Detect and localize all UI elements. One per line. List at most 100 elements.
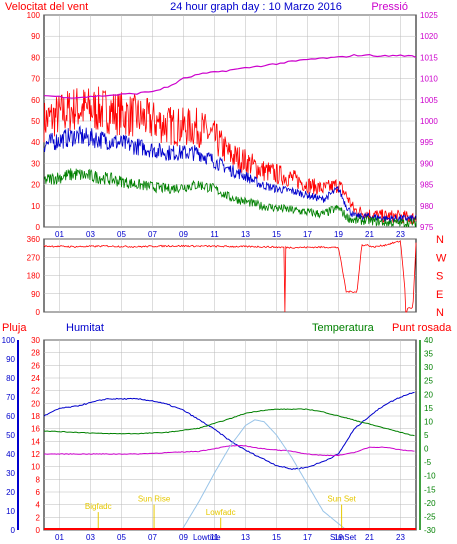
humidity-label: Humitat [66, 322, 104, 334]
pressure-y-tick: 1005 [420, 96, 438, 105]
humidity-y-tick: 20 [6, 488, 15, 497]
temperature-y-tick: 10 [424, 417, 433, 426]
pressure-y-tick: 1010 [420, 75, 438, 84]
annotation-label: Lowfadc [206, 508, 236, 517]
lowtide-label: Lowtide [193, 533, 221, 542]
humidity-x-tick: 21 [365, 533, 374, 542]
compass-label: E [436, 289, 443, 301]
pressure-y-tick: 990 [420, 159, 434, 168]
temperature-y-tick: -20 [424, 499, 436, 508]
annotation-label: Bigfadc [85, 502, 112, 511]
wind-y-tick: 100 [27, 11, 41, 20]
wind-series-magenta [43, 53, 417, 99]
wind-x-tick: 21 [365, 230, 374, 239]
series-lightblue [181, 419, 346, 531]
wind-x-tick: 15 [272, 230, 281, 239]
rain-y-tick: 8 [36, 475, 41, 484]
rain-label: Pluja [2, 322, 27, 334]
annotation-label: Sun Set [327, 495, 356, 504]
compass-label: S [436, 271, 443, 283]
humidity-y-tick: 0 [11, 526, 16, 535]
wind-x-tick: 03 [86, 230, 95, 239]
humidity-y-tick: 90 [6, 355, 15, 364]
temperature-y-tick: 40 [424, 336, 433, 345]
wind-y-tick: 80 [31, 53, 40, 62]
wind-x-tick: 13 [241, 230, 250, 239]
pressure-y-tick: 1025 [420, 11, 438, 20]
wind-direction-grid [44, 238, 416, 313]
wind-y-tick: 60 [31, 96, 40, 105]
wind-series-red [43, 86, 417, 224]
wind-x-tick: 09 [179, 230, 188, 239]
wind-x-tick: 19 [334, 230, 343, 239]
temperature-y-tick: 25 [424, 377, 433, 386]
wind-direction-series [43, 240, 417, 313]
wind-series-green [43, 168, 417, 228]
rain-y-tick: 2 [36, 513, 41, 522]
wind-y-tick: 30 [31, 159, 40, 168]
humidity-x-tick: 11 [210, 533, 219, 542]
temperature-y-tick: 0 [424, 445, 429, 454]
humidity-y-tick: 30 [6, 469, 15, 478]
pressure-y-tick: 1020 [420, 32, 438, 41]
compass-label: N [436, 234, 444, 246]
temperature-label: Temperatura [312, 322, 375, 334]
rain-y-tick: 28 [31, 349, 40, 358]
rain-y-tick: 6 [36, 488, 41, 497]
humidity-y-tick: 80 [6, 374, 15, 383]
humidity-x-tick: 05 [117, 533, 126, 542]
rain-y-tick: 16 [31, 425, 40, 434]
rain-y-tick: 24 [31, 374, 40, 383]
pressure-y-tick: 995 [420, 138, 434, 147]
temperature-y-tick: -10 [424, 472, 436, 481]
wind-y-tick: 90 [31, 32, 40, 41]
direction-y-tick: 90 [31, 290, 40, 299]
sunset-axis-label: SunSet [330, 533, 357, 542]
rain-y-tick: 26 [31, 361, 40, 370]
rain-y-tick: 4 [36, 501, 41, 510]
humidity-y-tick: 70 [6, 393, 15, 402]
wind-y-tick: 0 [36, 223, 41, 232]
rain-y-tick: 12 [31, 450, 40, 459]
humidity-x-tick: 15 [272, 533, 281, 542]
wind-series-blue [43, 125, 417, 223]
humidity-y-tick: 10 [6, 507, 15, 516]
humidity-grid [17, 339, 421, 531]
humidity-y-tick: 50 [6, 431, 15, 440]
humidity-y-tick: 40 [6, 450, 15, 459]
humidity-temperature-series [43, 391, 416, 531]
compass-label: N [436, 307, 444, 319]
wind-y-tick: 50 [31, 117, 40, 126]
direction-y-tick: 0 [36, 308, 41, 317]
wind-series [43, 53, 417, 228]
direction-y-tick: 270 [27, 253, 41, 262]
pressure-y-tick: 1000 [420, 117, 438, 126]
wind-grid [44, 14, 416, 228]
humidity-y-tick: 60 [6, 412, 15, 421]
pressure-label: Pressió [371, 1, 408, 13]
temperature-y-tick: 5 [424, 431, 429, 440]
humidity-x-tick: 07 [148, 533, 157, 542]
pressure-y-tick: 1015 [420, 53, 438, 62]
temperature-y-tick: 35 [424, 350, 433, 359]
humidity-x-tick: 17 [303, 533, 312, 542]
rain-y-tick: 30 [31, 336, 40, 345]
temperature-y-tick: 30 [424, 363, 433, 372]
humidity-x-tick: 19 [334, 533, 343, 542]
annotation-label: Sun Rise [138, 495, 171, 504]
wind-y-tick: 10 [31, 202, 40, 211]
temperature-y-tick: 15 [424, 404, 433, 413]
wind-x-tick: 17 [303, 230, 312, 239]
wind-x-tick: 01 [55, 230, 64, 239]
axis-labels: 0102030405060708090100975980985990995100… [2, 11, 447, 542]
humidity-x-tick: 09 [179, 533, 188, 542]
rain-y-tick: 22 [31, 387, 40, 396]
wind-x-tick: 11 [210, 230, 219, 239]
rain-y-tick: 10 [31, 463, 40, 472]
humidity-x-tick: 03 [86, 533, 95, 542]
direction-y-tick: 180 [27, 272, 41, 281]
temperature-y-tick: -15 [424, 485, 436, 494]
temperature-y-tick: -30 [424, 526, 436, 535]
